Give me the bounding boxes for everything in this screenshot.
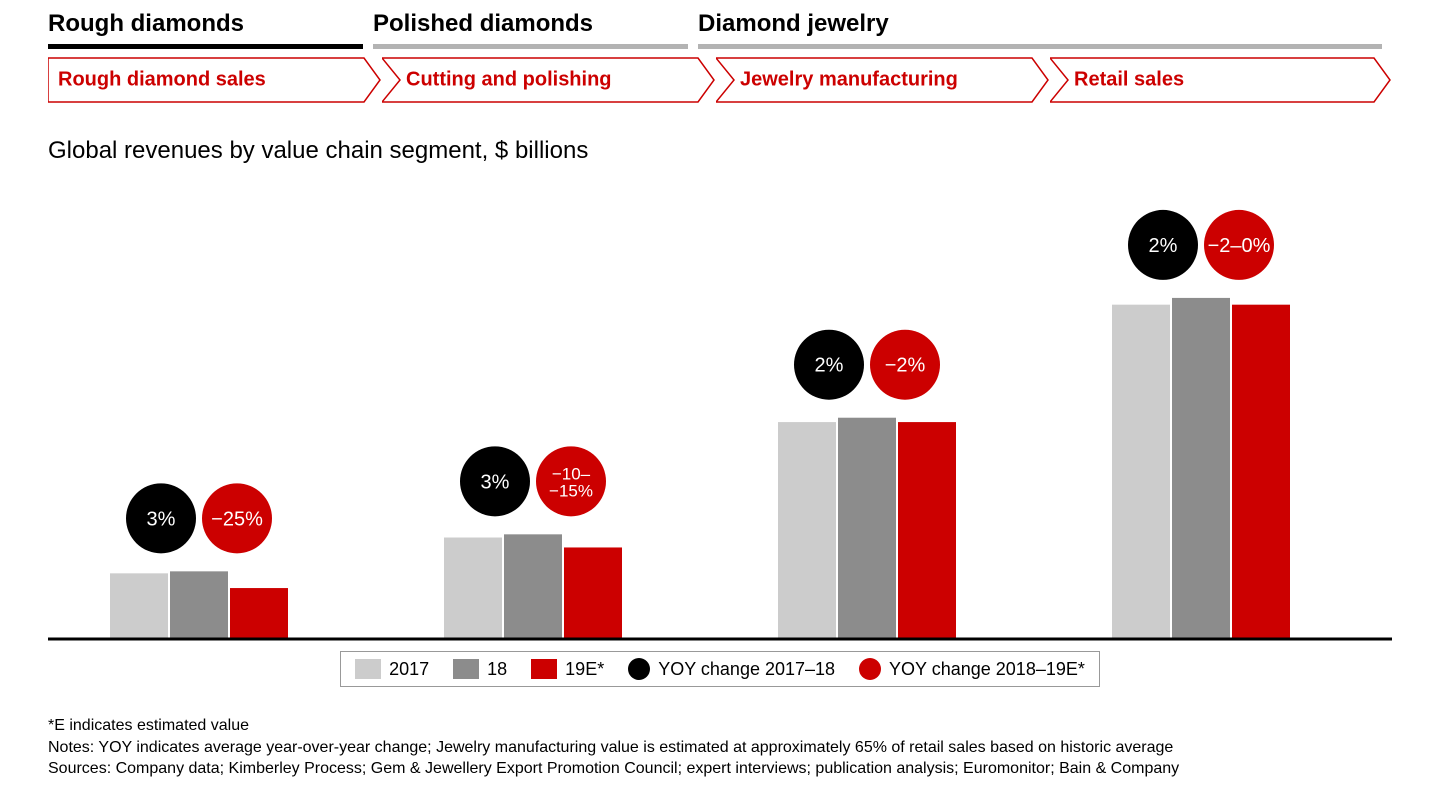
legend-row: 2017 18 19E* YOY change 2017–18 YOY change 2… [48, 651, 1392, 687]
chevron-1: Cutting and polishing [382, 57, 716, 103]
category-1: Polished diamonds [373, 10, 698, 49]
legend-circle [628, 658, 650, 680]
page-root: Rough diamondsPolished diamondsDiamond j… [0, 0, 1440, 810]
bar [1112, 305, 1170, 639]
legend-item-3: YOY change 2017–18 [628, 658, 835, 680]
yoy-bubble-text: 2% [1149, 235, 1178, 257]
bar [564, 547, 622, 639]
chevron-row: Rough diamond sales Cutting and polishing… [48, 57, 1392, 103]
legend-item-4: YOY change 2018–19E* [859, 658, 1085, 680]
legend-label: 18 [487, 659, 507, 680]
category-0: Rough diamonds [48, 10, 373, 49]
bar [1232, 305, 1290, 639]
category-underline [698, 44, 1382, 49]
chevron-3: Retail sales [1050, 57, 1392, 103]
category-underline [48, 44, 363, 49]
bar [230, 588, 288, 639]
legend-swatch [453, 659, 479, 679]
category-row: Rough diamondsPolished diamondsDiamond j… [48, 10, 1392, 49]
category-2: Diamond jewelry [698, 10, 1392, 49]
yoy-bubble-text: 3% [481, 471, 510, 493]
yoy-bubble-text: −25% [211, 508, 263, 530]
yoy-bubble-text: −2–0% [1208, 235, 1271, 257]
chevron-label: Cutting and polishing [406, 69, 612, 92]
category-title: Polished diamonds [373, 10, 698, 44]
chevron-2: Jewelry manufacturing [716, 57, 1050, 103]
chart-subtitle: Global revenues by value chain segment, … [48, 137, 1392, 165]
chevron-label: Rough diamond sales [58, 69, 266, 92]
yoy-bubble-text: −2% [885, 355, 926, 377]
footnote-line-0: *E indicates estimated value [48, 715, 1392, 737]
legend-label: YOY change 2017–18 [658, 659, 835, 680]
footnote-line-2: Sources: Company data; Kimberley Process… [48, 758, 1392, 780]
legend-item-0: 2017 [355, 659, 429, 680]
footnote-line-1: Notes: YOY indicates average year-over-y… [48, 737, 1392, 759]
bar [898, 422, 956, 639]
bar [444, 538, 502, 639]
category-underline [373, 44, 688, 49]
legend-label: 2017 [389, 659, 429, 680]
bar [838, 418, 896, 639]
bar-chart: 3%−25%3%−10–−15%2%−2%2%−2–0% [48, 171, 1392, 641]
legend-item-1: 18 [453, 659, 507, 680]
chart-svg: 3%−25%3%−10–−15%2%−2%2%−2–0% [48, 171, 1392, 641]
yoy-bubble-text: 2% [815, 355, 844, 377]
legend-box: 2017 18 19E* YOY change 2017–18 YOY change 2… [340, 651, 1100, 687]
bar [1172, 298, 1230, 639]
legend-label: 19E* [565, 659, 604, 680]
chevron-label: Retail sales [1074, 69, 1184, 92]
category-title: Diamond jewelry [698, 10, 1392, 44]
legend-circle [859, 658, 881, 680]
chevron-0: Rough diamond sales [48, 57, 382, 103]
legend-swatch [531, 659, 557, 679]
yoy-bubble-text: −15% [549, 481, 593, 500]
yoy-bubble-text: 3% [147, 508, 176, 530]
category-title: Rough diamonds [48, 10, 373, 44]
bar [110, 573, 168, 639]
bar [504, 534, 562, 639]
legend-label: YOY change 2018–19E* [889, 659, 1085, 680]
chevron-label: Jewelry manufacturing [740, 69, 958, 92]
footnotes: *E indicates estimated valueNotes: YOY i… [48, 715, 1392, 780]
legend-swatch [355, 659, 381, 679]
bar [778, 422, 836, 639]
legend-item-2: 19E* [531, 659, 604, 680]
bar [170, 571, 228, 639]
